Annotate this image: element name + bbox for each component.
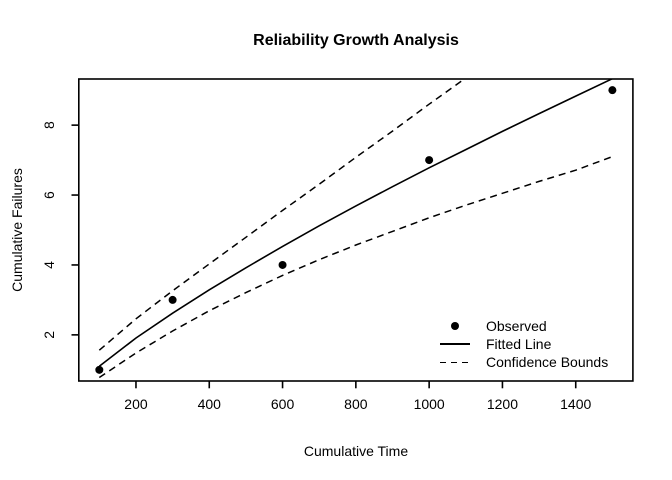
plot-border <box>78 78 634 382</box>
legend-label: Confidence Bounds <box>486 354 609 371</box>
data-point-observed <box>425 156 434 165</box>
y-tick-label: 4 <box>41 261 57 269</box>
data-point-observed <box>168 295 177 304</box>
fitted-line <box>98 79 613 367</box>
legend-item-fitted-line: Fitted Line <box>438 335 608 353</box>
legend-label: Observed <box>486 318 547 335</box>
data-point-observed <box>95 365 104 374</box>
solid-line-icon <box>439 343 470 346</box>
y-tick-label: 2 <box>41 331 57 339</box>
x-tick-label: 200 <box>124 396 148 412</box>
legend-label: Fitted Line <box>486 336 552 353</box>
data-point-observed <box>608 86 617 95</box>
observed-point-icon <box>450 322 459 331</box>
lower-confidence-bound-line <box>98 155 613 379</box>
chart-title: Reliability Growth Analysis <box>253 32 459 49</box>
x-tick-label: 600 <box>271 396 295 412</box>
x-axis-label: Cumulative Time <box>303 443 409 459</box>
legend-item-confidence-bounds: Confidence Bounds <box>438 353 608 371</box>
legend-symbol-cell <box>438 361 471 364</box>
x-tick-label: 1200 <box>487 396 518 412</box>
y-tick-label: 8 <box>41 121 57 129</box>
upper-confidence-bound-line <box>98 79 466 351</box>
x-tick-label: 800 <box>344 396 368 412</box>
legend-symbol-cell <box>438 322 471 331</box>
dashed-line-icon <box>439 361 470 364</box>
x-tick-label: 1000 <box>414 396 445 412</box>
y-tick-label: 6 <box>41 191 57 199</box>
x-tick-label: 400 <box>198 396 222 412</box>
legend-item-observed: Observed <box>438 317 608 335</box>
legend: Observed Fitted Line Confidence Bounds <box>438 317 608 372</box>
legend-symbol-cell <box>438 343 471 346</box>
data-point-observed <box>278 260 287 269</box>
x-tick-label: 1400 <box>560 396 591 412</box>
y-axis-label: Cumulative Failures <box>9 168 25 292</box>
